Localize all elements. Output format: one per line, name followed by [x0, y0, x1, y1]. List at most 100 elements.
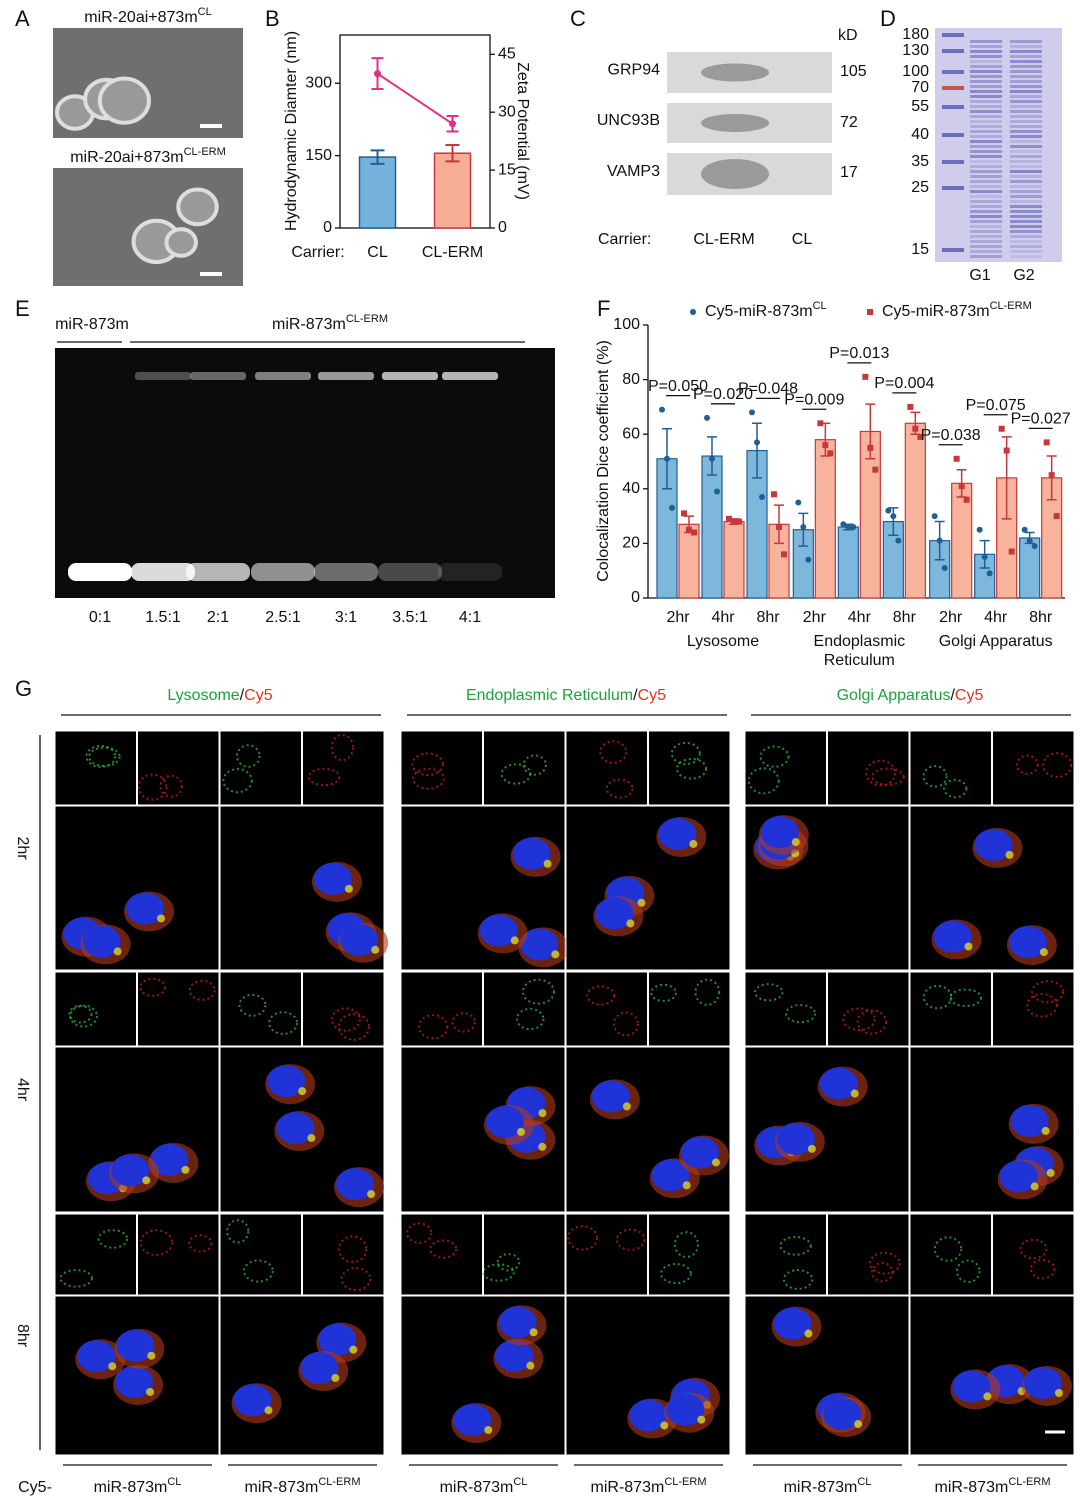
line [376, 72, 454, 125]
ratio-label: 3.5:1 [392, 609, 428, 626]
probe: Cy5 [244, 687, 273, 704]
data-point [704, 414, 710, 421]
cell-signal [307, 767, 341, 787]
error-bar [445, 144, 460, 163]
data-point [1003, 447, 1010, 454]
nucleus [952, 1370, 991, 1403]
cell-signal [868, 1251, 901, 1275]
blot-band [701, 63, 769, 82]
cell-signal [660, 1263, 692, 1285]
nucleus [933, 920, 972, 953]
protein-band [1010, 185, 1042, 188]
cell-signal [694, 978, 721, 1006]
cell-signal [759, 745, 790, 768]
cell-signal [521, 978, 555, 1005]
complex-band [442, 372, 498, 380]
protein-band [970, 75, 1002, 78]
bar [814, 439, 836, 599]
bar [837, 526, 859, 599]
separator: / [633, 687, 638, 704]
protein-band [970, 240, 1002, 243]
x-tick-label: 8hr [756, 609, 780, 626]
complex-band [135, 372, 191, 380]
nucleus [1010, 1104, 1049, 1137]
cell-signal [139, 1229, 173, 1256]
cell-signal [673, 1231, 699, 1258]
protein-band [1010, 95, 1042, 98]
protein-band [1010, 75, 1042, 78]
protein-band [970, 100, 1002, 103]
data-point [850, 524, 857, 531]
group-label-sup: CL-ERM [346, 313, 388, 325]
protein-band [970, 55, 1002, 58]
data-point [931, 513, 938, 520]
cell-signal [139, 977, 167, 997]
channel-image [54, 1213, 137, 1296]
cell-signal [779, 1236, 812, 1256]
protein-band [970, 80, 1002, 83]
coloc-spot [1054, 1388, 1063, 1397]
protein-band [970, 165, 1002, 168]
cell-signal [567, 1225, 599, 1251]
ladder-band [942, 186, 964, 190]
merged-image [744, 1295, 910, 1456]
coloc-spot [1030, 1182, 1039, 1191]
coloc-spot [697, 1415, 706, 1424]
marker-label: 130 [902, 42, 929, 59]
data-point [1021, 526, 1028, 533]
coloc-spot [538, 1109, 547, 1118]
channel-image [483, 971, 566, 1047]
protein-band [970, 95, 1002, 98]
ladder-band [942, 49, 964, 53]
cell-signal [753, 983, 784, 1002]
protein-band [970, 135, 1002, 138]
data-point [664, 455, 670, 462]
condition-label-sup: CL-ERM [1008, 1476, 1050, 1488]
data-point [659, 406, 665, 413]
channel-image [483, 730, 566, 806]
bar [723, 520, 745, 599]
footer-prefix: Cy5- [18, 1479, 52, 1496]
channel-image [909, 1213, 992, 1296]
cell-signal [785, 1003, 817, 1024]
caption-base: miR-20ai+873m [84, 9, 197, 26]
rna-band [314, 563, 378, 581]
data-point [686, 526, 692, 533]
cell-signal [1029, 1258, 1056, 1280]
condition-label: miR-873mCL [784, 1476, 872, 1496]
cell-signal [411, 752, 445, 777]
channel-image [648, 971, 731, 1047]
cell-signal [949, 988, 983, 1008]
data-point [1053, 513, 1060, 520]
protein-band [1010, 230, 1042, 233]
group-label-base: miR-873m [55, 316, 129, 333]
coloc-spot [526, 1361, 535, 1370]
condition-label-sup: CL-ERM [664, 1476, 706, 1488]
complex-band [190, 372, 246, 380]
protein-band [1010, 70, 1042, 73]
protein-band [970, 160, 1002, 163]
nucleus [313, 862, 352, 895]
cell-signal [516, 1007, 545, 1031]
coloc-spot [1046, 1168, 1055, 1177]
channel-image [302, 1213, 385, 1296]
protein-label: GRP94 [608, 62, 661, 79]
lane-label: CL-ERM [693, 231, 754, 248]
coloc-spot [1039, 948, 1048, 957]
nucleus [340, 923, 379, 956]
bar [904, 422, 926, 599]
protein-band [970, 125, 1002, 128]
coloc-spot [689, 839, 698, 848]
x-tick-label: 8hr [893, 609, 917, 626]
cell-signal [956, 1259, 981, 1284]
cell-signal [612, 1011, 639, 1037]
cell-signal [871, 1261, 894, 1283]
marker-label: 40 [911, 126, 929, 143]
data-point [998, 425, 1005, 432]
coloc-spot [108, 1362, 117, 1371]
organelle: Endoplasmic Reticulum [466, 687, 633, 704]
protein-band [970, 60, 1002, 63]
separator: / [240, 687, 245, 704]
protein-band [970, 85, 1002, 88]
cell-signal [747, 767, 780, 795]
